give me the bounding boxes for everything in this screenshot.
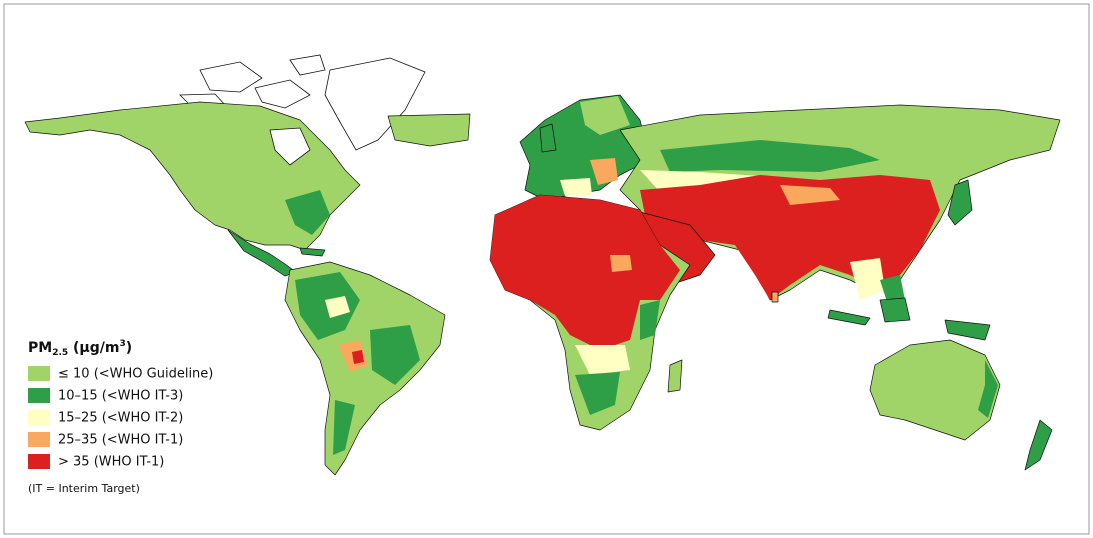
indonesia <box>827 309 871 326</box>
legend-title-unit: (μg/m <box>68 340 119 356</box>
legend: PM2.5 (μg/m3) (IT = Interim Target) ≤ 10… <box>28 339 213 495</box>
region <box>780 185 840 205</box>
region <box>640 300 660 340</box>
region <box>285 190 330 235</box>
world <box>24 54 1061 476</box>
arctic-island <box>254 79 311 109</box>
region <box>590 158 618 185</box>
britain <box>539 123 557 153</box>
region <box>490 195 680 350</box>
legend-swatch <box>28 454 50 469</box>
legend-note: (IT = Interim Target) <box>28 482 140 495</box>
legend-label: 15–25 (<WHO IT-2) <box>58 411 183 426</box>
region <box>850 258 885 300</box>
legend-title-superscript: 3 <box>119 339 125 349</box>
arctic-island <box>199 61 263 93</box>
region <box>660 140 880 172</box>
legend-title-close: ) <box>126 340 132 356</box>
legend-label: 10–15 (<WHO IT-3) <box>58 389 183 404</box>
greenland <box>324 57 426 151</box>
legend-title-subscript: 2.5 <box>52 348 68 358</box>
region <box>880 275 905 305</box>
caribbean <box>299 247 326 257</box>
japan <box>947 179 973 226</box>
region <box>640 170 760 192</box>
australia <box>869 339 1001 441</box>
legend-swatch <box>28 432 50 447</box>
arctic-island <box>289 54 326 76</box>
svalbard <box>387 113 471 147</box>
region <box>352 350 364 364</box>
legend-swatch <box>28 410 50 425</box>
legend-title-main: PM <box>28 340 52 356</box>
new-zealand <box>1024 419 1053 471</box>
hudson-bay <box>269 127 311 166</box>
region <box>610 255 632 272</box>
region <box>978 360 998 418</box>
region <box>575 345 630 375</box>
region <box>580 96 630 135</box>
legend-title: PM2.5 (μg/m3) <box>28 339 132 358</box>
legend-label: > 35 (WHO IT-1) <box>58 455 164 470</box>
region <box>325 296 350 318</box>
sri-lanka <box>771 291 779 303</box>
legend-label: 25–35 (<WHO IT-1) <box>58 433 183 448</box>
new-guinea <box>944 319 991 341</box>
legend-swatch <box>28 366 50 381</box>
region <box>333 400 355 455</box>
region <box>370 325 420 385</box>
legend-swatch <box>28 388 50 403</box>
region <box>575 372 620 415</box>
legend-label: ≤ 10 (<WHO Guideline) <box>58 367 213 382</box>
madagascar <box>667 359 683 393</box>
borneo <box>879 297 911 323</box>
region <box>560 178 592 196</box>
